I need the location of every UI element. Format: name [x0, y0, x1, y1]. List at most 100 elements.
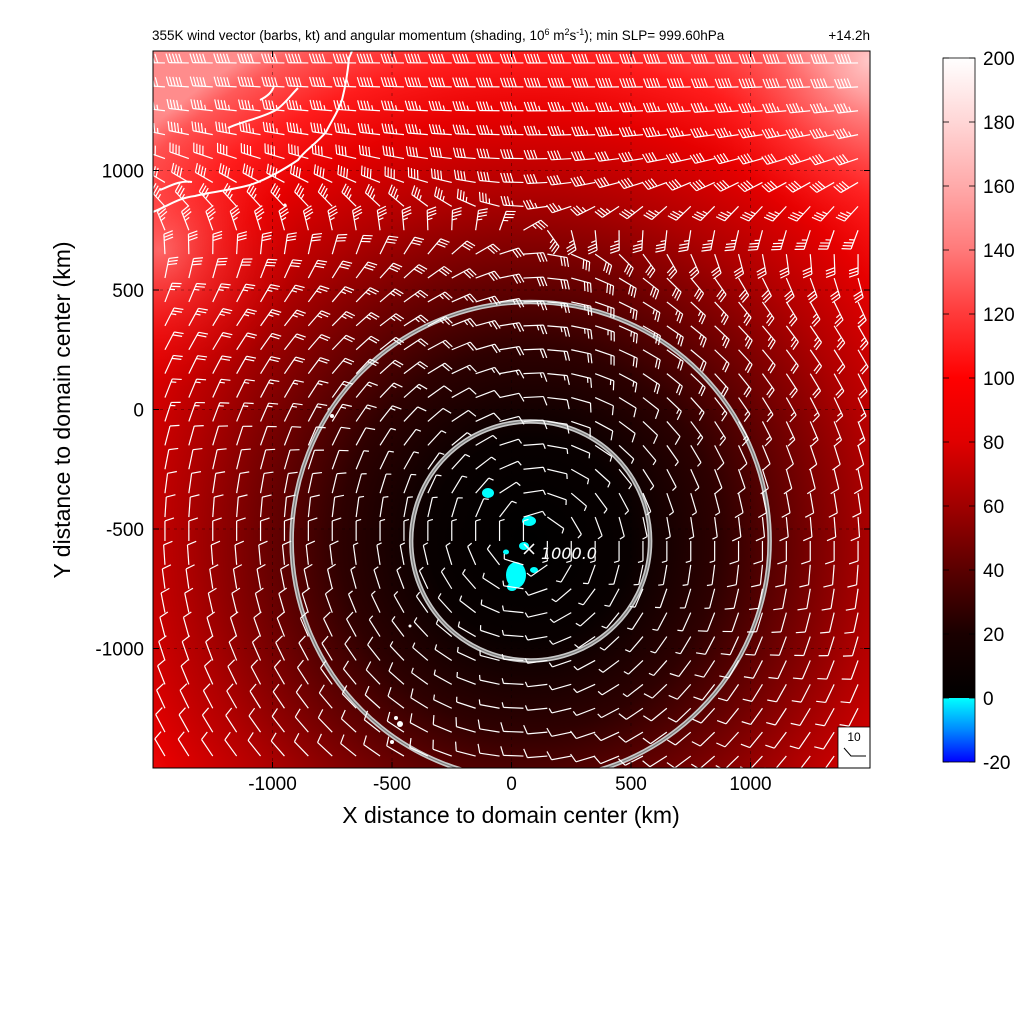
- barb-staff: [547, 349, 568, 353]
- barb-feather: [226, 187, 233, 197]
- barb-feather: [566, 246, 576, 253]
- barb-half-feather: [728, 130, 732, 136]
- barb-feather: [488, 53, 493, 64]
- barb-staff: [288, 108, 309, 112]
- barb-feather: [288, 53, 293, 63]
- wind-barb: [260, 332, 282, 351]
- barb-feather: [665, 182, 673, 191]
- wind-barb: [500, 172, 524, 184]
- wind-barb: [437, 593, 453, 614]
- barb-staff: [467, 546, 477, 566]
- barb-feather: [597, 209, 606, 217]
- barb-feather: [342, 403, 352, 407]
- barb-feather: [741, 438, 749, 447]
- barb-half-feather: [752, 130, 756, 137]
- barb-feather: [387, 238, 397, 241]
- barb-feather: [557, 77, 562, 88]
- wind-barb: [427, 265, 453, 279]
- wind-barb: [667, 205, 692, 221]
- cyan-patch: [530, 567, 538, 573]
- barb-feather: [647, 179, 655, 188]
- barb-feather: [652, 78, 658, 88]
- wind-barb: [357, 122, 381, 136]
- wind-barb: [333, 99, 357, 112]
- wind-barb: [627, 612, 644, 631]
- wind-barb: [379, 313, 405, 327]
- barb-staff: [833, 277, 841, 298]
- barb-feather: [766, 414, 774, 423]
- barb-half-feather: [609, 105, 613, 112]
- wind-barb: [503, 553, 524, 566]
- wind-barb: [570, 730, 596, 740]
- barb-half-feather: [573, 688, 578, 693]
- barb-feather: [407, 100, 412, 111]
- barb-feather: [650, 178, 658, 187]
- wind-barb: [452, 53, 476, 64]
- barb-feather: [266, 163, 269, 174]
- barb-feather: [482, 125, 487, 135]
- barb-feather: [836, 390, 845, 399]
- barb-feather: [523, 77, 528, 88]
- wind-barb: [690, 421, 704, 446]
- barb-half-feather: [204, 104, 207, 111]
- barb-feather: [162, 564, 172, 570]
- barb-half-feather: [790, 336, 795, 342]
- barb-feather: [344, 286, 355, 291]
- wind-barb: [594, 325, 615, 342]
- barb-feather: [859, 363, 867, 372]
- barb-staff: [403, 429, 417, 446]
- barb-feather: [595, 102, 600, 112]
- barb-staff: [623, 181, 644, 190]
- barb-staff: [724, 731, 739, 748]
- barb-half-feather: [501, 629, 505, 636]
- barb-feather: [673, 102, 678, 112]
- wind-barb: [356, 76, 381, 88]
- barb-feather: [488, 77, 493, 87]
- barb-staff: [154, 738, 166, 757]
- barb-feather: [679, 361, 684, 371]
- wind-barb: [666, 277, 682, 301]
- barb-feather: [215, 121, 218, 131]
- wind-barb: [809, 421, 819, 447]
- barb-feather: [509, 149, 514, 159]
- barb-feather: [369, 169, 372, 179]
- barb-half-feather: [707, 239, 713, 242]
- barb-feather: [163, 540, 173, 546]
- barb-feather: [643, 53, 648, 64]
- barb-feather: [509, 53, 514, 64]
- barb-feather: [725, 242, 736, 245]
- barb-staff: [577, 205, 596, 216]
- wind-barb: [845, 588, 859, 611]
- wind-barb: [238, 121, 261, 136]
- barb-half-feather: [373, 566, 379, 571]
- barb-feather: [390, 100, 395, 111]
- barb-feather: [478, 191, 481, 202]
- barb-staff: [618, 420, 636, 434]
- barb-feather: [587, 305, 590, 316]
- wind-barb: [689, 179, 715, 192]
- barb-staff: [427, 339, 446, 351]
- barb-feather: [604, 102, 610, 112]
- barb-feather: [691, 741, 701, 747]
- barb-feather: [766, 386, 773, 396]
- wind-barb: [524, 612, 548, 618]
- barb-feather: [797, 607, 807, 611]
- wind-barb: [403, 314, 429, 327]
- barb-staff: [618, 516, 625, 537]
- barb-staff: [783, 564, 787, 585]
- barb-feather: [188, 517, 199, 522]
- wind-barb: [427, 385, 453, 399]
- wind-barb: [761, 127, 787, 139]
- barb-feather: [342, 77, 347, 87]
- wind-barb: [259, 517, 270, 541]
- barb-staff: [666, 468, 677, 488]
- barb-half-feather: [688, 536, 694, 540]
- barb-feather: [719, 153, 726, 163]
- barb-staff: [236, 449, 242, 470]
- barb-feather: [700, 315, 706, 325]
- wind-barb: [216, 142, 237, 160]
- barb-half-feather: [619, 535, 625, 540]
- negative-momentum-patches: [482, 488, 538, 591]
- barb-staff: [646, 86, 667, 89]
- barb-feather: [702, 338, 707, 348]
